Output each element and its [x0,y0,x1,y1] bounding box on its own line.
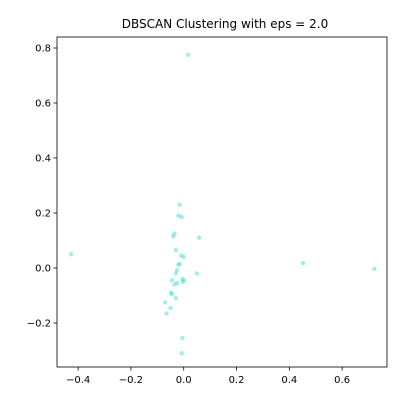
data-point [179,214,184,220]
x-tick-label: 0.6 [334,375,350,386]
x-axis: −0.4 −0.2 0.0 0.2 0.4 0.6 [66,367,350,386]
y-tick-label: 0.0 [35,264,51,275]
data-point [168,305,173,311]
data-point [163,300,168,305]
data-point [174,268,180,273]
data-point [186,52,191,58]
data-point [172,282,177,287]
data-point [169,291,175,297]
y-tick-label: 0.8 [35,44,51,55]
data-points [68,52,377,356]
data-point [164,311,169,316]
data-point [177,202,182,207]
y-axis: −0.2 0.0 0.2 0.4 0.6 0.8 [27,44,57,330]
data-point [181,254,186,260]
data-point [173,271,178,276]
y-tick-label: 0.4 [35,154,51,165]
data-point [180,335,185,341]
data-point [173,296,178,301]
x-tick-label: 0.4 [281,375,297,386]
data-point [169,278,175,283]
data-point [196,235,202,240]
x-tick-label: 0.0 [176,375,192,386]
y-tick-label: 0.2 [35,209,51,220]
x-tick-label: 0.2 [229,375,245,386]
data-point [179,351,184,356]
data-point [180,276,185,282]
data-point [176,262,181,267]
data-point [68,252,74,257]
data-point [170,234,176,239]
data-point [173,247,178,253]
plot-frame [56,36,388,368]
chart-title: DBSCAN Clustering with eps = 2.0 [122,17,329,31]
data-point [372,266,377,272]
y-tick-label: −0.2 [27,319,51,330]
data-point [194,271,200,276]
x-tick-label: −0.4 [66,375,90,386]
y-tick-label: 0.6 [35,99,51,110]
data-point [300,260,306,266]
x-tick-label: −0.2 [119,375,143,386]
